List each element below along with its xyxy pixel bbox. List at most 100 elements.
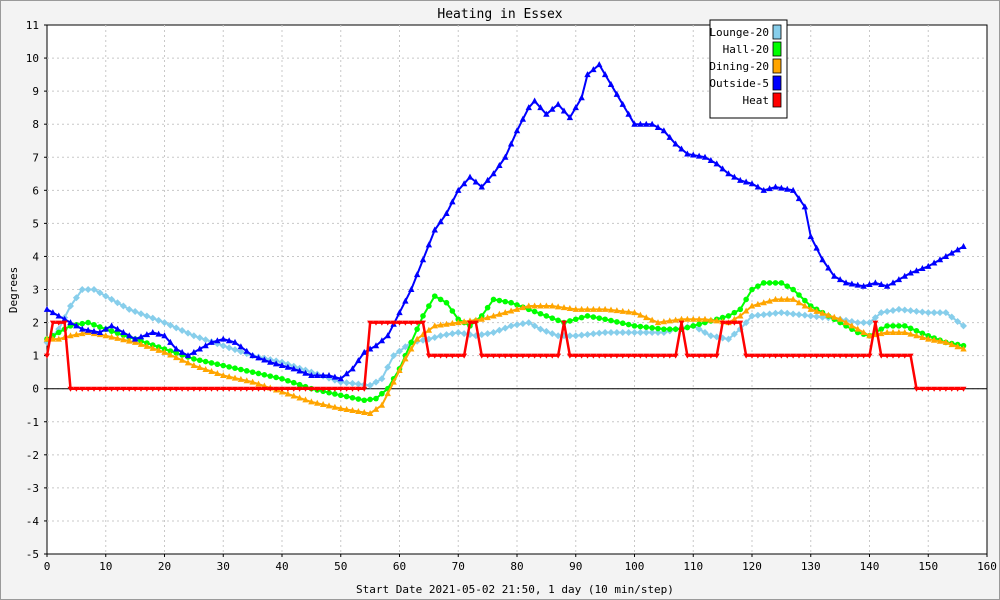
data-point (725, 320, 732, 326)
data-point (948, 386, 955, 392)
data-point (954, 246, 961, 253)
data-point (778, 184, 785, 191)
data-point (754, 300, 762, 307)
data-point (102, 332, 109, 339)
data-point (490, 312, 497, 319)
legend-label: Lounge-20 (709, 26, 769, 39)
data-point (55, 329, 62, 336)
data-point (302, 396, 309, 403)
data-point (331, 386, 338, 392)
data-point (631, 323, 638, 329)
data-point (649, 353, 656, 359)
data-point (754, 183, 762, 190)
data-point (919, 330, 926, 337)
data-point (666, 317, 673, 324)
data-point (384, 320, 391, 326)
data-point (396, 320, 403, 326)
data-point (525, 104, 532, 111)
data-point (149, 328, 156, 335)
data-point (208, 367, 215, 374)
data-point (525, 302, 532, 309)
data-point (883, 282, 891, 289)
data-point (684, 150, 691, 157)
data-point (807, 312, 815, 320)
data-point (173, 350, 180, 356)
data-point (284, 390, 292, 397)
data-point (507, 307, 515, 314)
data-point (472, 320, 479, 326)
data-point (219, 342, 227, 350)
data-point (114, 299, 121, 307)
data-point (125, 305, 133, 313)
data-point (296, 386, 303, 392)
data-point (672, 353, 679, 359)
data-point (378, 401, 386, 408)
x-tick-label: 20 (158, 560, 171, 573)
data-point (202, 358, 209, 365)
data-point (43, 305, 51, 312)
legend-label: Hall-20 (723, 43, 769, 56)
data-point (173, 345, 180, 352)
data-point (608, 317, 614, 324)
data-point (261, 386, 268, 392)
y-tick-label: 9 (32, 85, 39, 98)
data-point (619, 307, 626, 314)
data-point (772, 353, 779, 359)
data-point (531, 302, 538, 309)
data-point (913, 307, 920, 315)
data-point (513, 127, 521, 134)
data-point (948, 313, 956, 321)
data-point (361, 397, 368, 404)
x-tick-label: 10 (99, 560, 112, 573)
data-point (448, 330, 456, 338)
data-point (355, 408, 362, 415)
data-point (537, 104, 544, 111)
data-point (531, 353, 538, 359)
data-point (67, 302, 74, 310)
data-point (754, 353, 761, 359)
data-point (214, 386, 221, 392)
data-point (607, 81, 615, 88)
data-point (184, 359, 192, 366)
data-point (267, 373, 274, 379)
data-point (954, 386, 961, 392)
data-point (372, 378, 380, 386)
data-point (408, 339, 415, 346)
data-point (778, 280, 785, 286)
data-point (537, 302, 544, 309)
data-point (426, 303, 432, 309)
data-point (596, 315, 603, 321)
data-point (555, 317, 561, 324)
data-point (155, 316, 163, 324)
data-point (214, 337, 221, 344)
data-point (584, 305, 591, 312)
data-point (202, 366, 209, 373)
data-point (173, 386, 180, 392)
data-point (918, 308, 926, 316)
data-point (179, 386, 186, 392)
data-point (643, 353, 650, 359)
data-point (161, 348, 168, 355)
data-point (67, 386, 74, 392)
data-point (355, 396, 362, 402)
data-point (249, 386, 256, 392)
data-point (337, 405, 344, 412)
data-point (578, 314, 585, 321)
data-point (202, 386, 209, 392)
data-point (443, 299, 450, 306)
data-point (378, 375, 386, 383)
data-point (79, 325, 86, 332)
data-point (572, 104, 579, 111)
data-point (954, 343, 961, 350)
data-point (502, 298, 509, 305)
data-point (801, 302, 809, 309)
data-point (126, 386, 133, 392)
data-point (243, 368, 250, 374)
data-point (308, 386, 315, 392)
data-point (437, 218, 444, 225)
data-point (279, 375, 285, 382)
data-point (243, 347, 250, 354)
data-point (525, 319, 533, 327)
data-point (737, 306, 744, 313)
data-point (742, 178, 750, 185)
